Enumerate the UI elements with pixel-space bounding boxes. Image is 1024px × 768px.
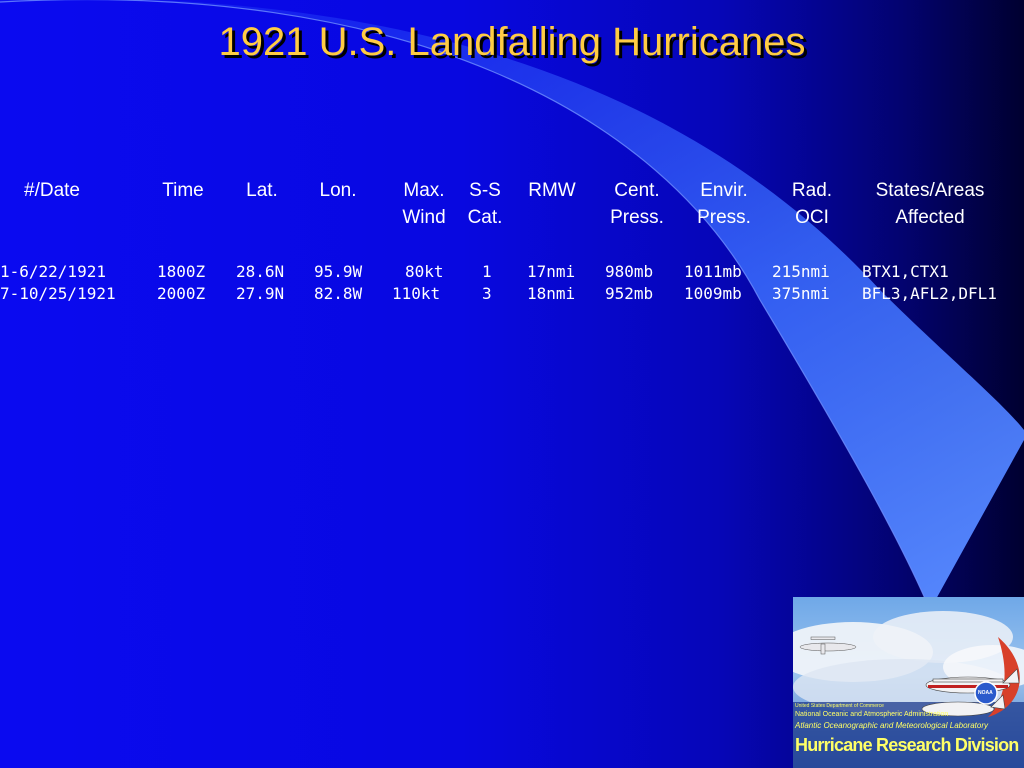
header-states-affected-line1: States/Areas (875, 180, 985, 201)
header-envir-press: Envir. Press. (678, 177, 770, 231)
cell-cent-press: 980mb (605, 262, 654, 281)
header-ss-cat: S-S Cat. (457, 177, 513, 231)
cell-ss-cat: 1 (482, 262, 492, 281)
cell-time: 1800Z (157, 262, 206, 281)
cell-max-wind: 80kt (405, 262, 444, 281)
logo-division-line: Hurricane Research Division (795, 735, 1019, 755)
header-lat-label: Lat. (246, 180, 278, 201)
header-lon-label: Lon. (319, 180, 357, 201)
header-states-affected: States/Areas Affected (855, 177, 1005, 231)
header-states-affected-line2: Affected (895, 207, 965, 228)
header-envir-press-line1: Envir. (700, 180, 748, 201)
header-rmw-label: RMW (528, 180, 576, 201)
header-ss-cat-line1: S-S (469, 180, 501, 201)
cell-rad-oci: 215nmi (772, 262, 830, 281)
cell-envir-press: 1011mb (684, 262, 742, 281)
cell-lat: 28.6N (236, 262, 285, 281)
header-cent-press-line2: Press. (610, 207, 664, 228)
cell-states-affected: BFL3,AFL2,DFL1 (862, 284, 997, 303)
header-max-wind-line2: Wind (402, 207, 446, 228)
noaa-badge-text: NOAA (978, 690, 993, 696)
cell-max-wind: 110kt (392, 284, 441, 303)
cell-date: 1-6/22/1921 (0, 262, 106, 281)
cell-date: 7-10/25/1921 (0, 284, 116, 303)
header-rmw: RMW (522, 177, 582, 204)
cell-ss-cat: 3 (482, 284, 492, 303)
cell-envir-press: 1009mb (684, 284, 742, 303)
cell-time: 2000Z (157, 284, 206, 303)
header-lon: Lon. (307, 177, 369, 204)
header-max-wind-line1: Max. (403, 180, 445, 201)
cell-rad-oci: 375nmi (772, 284, 830, 303)
cell-rmw: 18nmi (527, 284, 576, 303)
header-rad-oci: Rad. OCI (774, 177, 850, 231)
cell-lon: 95.9W (314, 262, 363, 281)
header-ss-cat-line2: Cat. (467, 207, 503, 228)
cell-lon: 82.8W (314, 284, 363, 303)
header-date: #/Date (12, 177, 92, 204)
cell-rmw: 17nmi (527, 262, 576, 281)
logo-aoml-line: Atlantic Oceanographic and Meteorologica… (795, 721, 989, 730)
header-time-label: Time (162, 180, 204, 201)
header-cent-press-line1: Cent. (614, 180, 660, 201)
hurricane-hunter-aircraft-illustration (793, 597, 1024, 768)
logo-noaa-line: National Oceanic and Atmospheric Adminis… (795, 711, 949, 718)
cell-cent-press: 952mb (605, 284, 654, 303)
hurricane-research-division-logo: NOAA United States Department of Commerc… (793, 597, 1024, 768)
cell-states-affected: BTX1,CTX1 (862, 262, 949, 281)
header-cent-press: Cent. Press. (598, 177, 676, 231)
header-lat: Lat. (232, 177, 292, 204)
header-envir-press-line2: Press. (697, 207, 751, 228)
header-max-wind: Max. Wind (388, 177, 460, 231)
cell-lat: 27.9N (236, 284, 285, 303)
slide-title: 1921 U.S. Landfalling Hurricanes (218, 20, 806, 64)
header-rad-oci-line1: Rad. (791, 180, 833, 201)
header-rad-oci-line2: OCI (795, 207, 829, 228)
logo-dept-line: United States Department of Commerce (795, 703, 884, 709)
header-date-label: #/Date (24, 180, 80, 201)
header-time: Time (150, 177, 216, 204)
